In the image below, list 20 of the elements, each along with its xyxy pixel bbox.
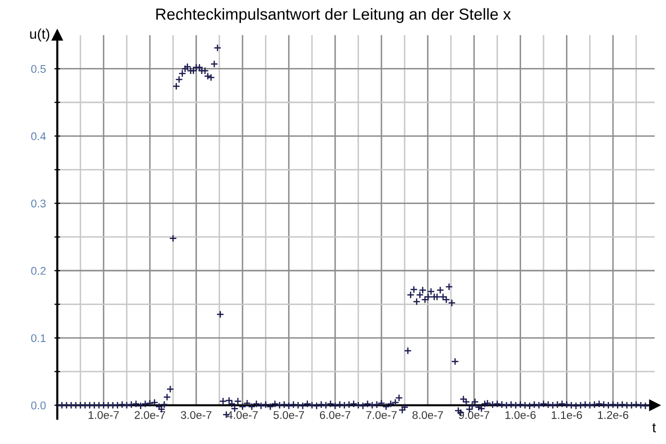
x-tick-label: 1.1e-6	[552, 411, 582, 419]
y-axis-title: u(t)	[30, 28, 50, 42]
y-tick-label: 0.5	[31, 64, 46, 73]
y-tick-label: 0.3	[31, 200, 46, 208]
y-tick-label: 0.2	[31, 266, 46, 275]
x-tick-label: 3.0e-7	[180, 411, 212, 419]
x-tick-label: 1.2e-6	[598, 411, 628, 419]
x-tick-label: 2.0e-7	[134, 411, 166, 419]
y-tick-label: 0.0	[31, 402, 46, 410]
chart-title: Rechteckimpulsantwort der Leitung an der Stelle x	[156, 8, 511, 23]
x-tick-label: 1.0e-6	[505, 411, 536, 419]
x-tick-label: 7.0e-7	[366, 411, 397, 419]
y-tick-label: 0.4	[31, 132, 46, 140]
x-tick-label: 4.0e-7	[227, 411, 258, 419]
y-tick-label: 0.1	[31, 334, 46, 342]
x-tick-label: 6.0e-7	[320, 411, 350, 419]
x-axis-title: t	[652, 423, 656, 432]
x-tick-label: 5.0e-7	[274, 411, 304, 419]
x-tick-label: 8.0e-7	[412, 411, 443, 419]
x-tick-label: 1.0e-7	[88, 411, 119, 419]
